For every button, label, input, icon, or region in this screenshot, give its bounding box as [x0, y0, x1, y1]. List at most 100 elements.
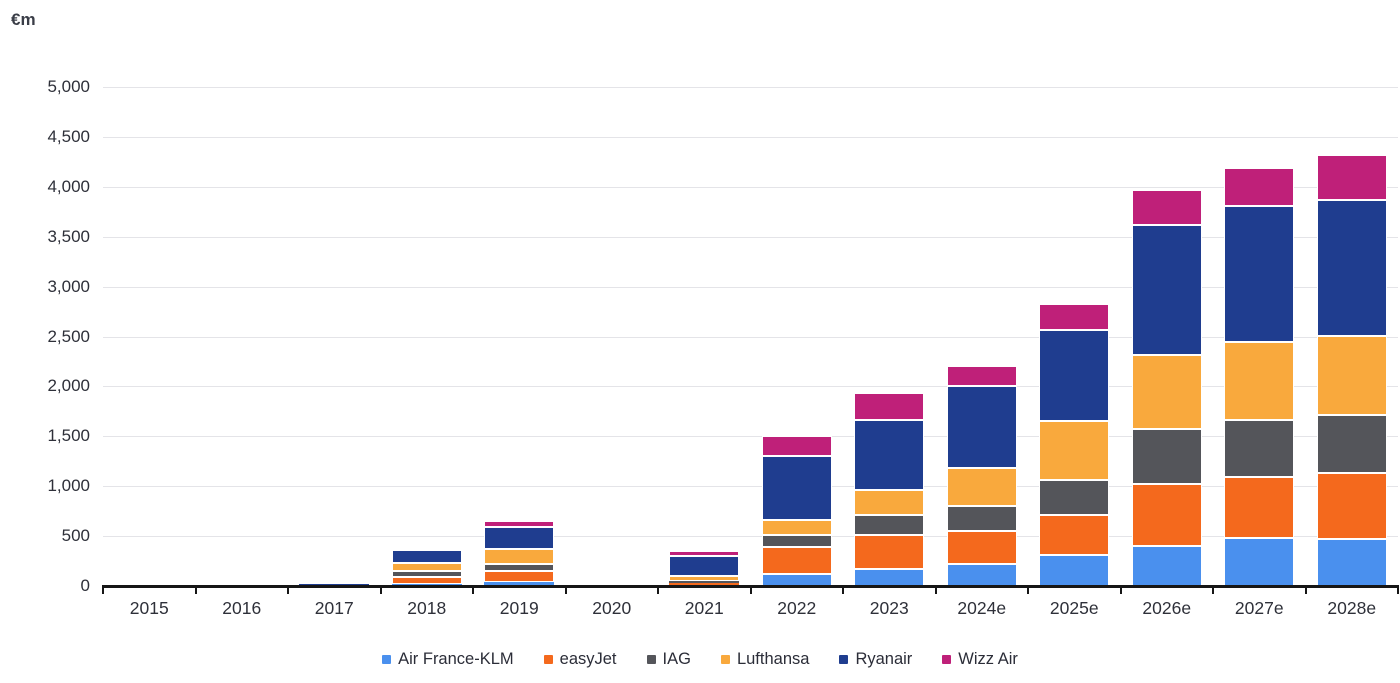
bar-segment-ryanair-2018	[391, 549, 462, 564]
bar-segment-ryanair-2026e	[1131, 225, 1202, 355]
bar-segment-wizz-air-2022	[761, 436, 832, 457]
y-axis-tick-label: 4,500	[47, 126, 90, 146]
x-axis-tick-mark	[472, 587, 474, 594]
legend-item-lufthansa: Lufthansa	[720, 650, 810, 669]
bar-segment-easyjet-2025e	[1039, 514, 1110, 556]
bar-segment-easyjet-2023	[854, 534, 925, 569]
y-axis-tick-label: 2,000	[47, 376, 90, 396]
bar-segment-wizz-air-2025e	[1039, 304, 1110, 331]
y-axis-tick-label: 5,000	[47, 77, 90, 96]
bar-segment-lufthansa-2022	[761, 520, 832, 536]
bar-segment-iag-2025e	[1039, 479, 1110, 515]
bar-segment-lufthansa-2027e	[1224, 342, 1295, 420]
bar-segment-easyjet-2028e	[1316, 472, 1387, 539]
bar-segment-air-france-klm-2024e	[946, 563, 1017, 586]
bar-segment-lufthansa-2028e	[1316, 336, 1387, 415]
bar-segment-iag-2028e	[1316, 414, 1387, 473]
bar-segment-iag-2024e	[946, 505, 1017, 531]
legend-label: Wizz Air	[958, 650, 1018, 668]
y-axis-tick-label: 500	[61, 526, 90, 546]
bar-segment-ryanair-2027e	[1224, 206, 1295, 342]
x-axis-tick-label-2021: 2021	[684, 598, 724, 618]
x-axis-tick-mark	[749, 587, 752, 594]
x-axis-tick-mark	[1304, 587, 1307, 594]
bar-segment-ryanair-2017	[299, 584, 370, 586]
x-axis-tick-mark	[934, 587, 937, 594]
legend-swatch-icon	[543, 655, 553, 664]
bar-segment-iag-2019	[484, 563, 555, 572]
bar-segment-lufthansa-2019	[484, 549, 555, 564]
x-axis-tick-label-2020: 2020	[592, 598, 632, 618]
legend-label: Lufthansa	[736, 650, 810, 668]
gridline	[103, 336, 1398, 338]
x-axis-tick-label-2022: 2022	[777, 598, 817, 618]
y-axis-tick-label: 1,000	[47, 476, 90, 496]
legend-swatch-icon	[382, 655, 392, 664]
gridline	[103, 436, 1398, 438]
bar-segment-wizz-air-2027e	[1224, 167, 1295, 207]
bar-segment-ryanair-2028e	[1316, 200, 1387, 337]
bar-segment-wizz-air-2023	[854, 393, 925, 420]
bar-segment-iag-2018	[391, 571, 462, 577]
bar-segment-easyjet-2021	[669, 582, 740, 585]
bar-segment-air-france-klm-2023	[854, 568, 925, 586]
bar-segment-ryanair-2022	[761, 456, 832, 521]
x-axis-tick-mark	[102, 587, 104, 594]
bar-segment-lufthansa-2024e	[946, 467, 1017, 506]
bar-segment-air-france-klm-2028e	[1316, 538, 1387, 586]
x-axis-tick-label-2026e: 2026e	[1142, 598, 1192, 618]
x-axis-tick-mark	[1397, 587, 1399, 594]
legend-item-wizz-air: Wizz Air	[942, 650, 1018, 669]
gridline	[103, 136, 1398, 138]
x-axis-tick-mark	[1119, 587, 1122, 594]
bar-segment-wizz-air-2026e	[1131, 190, 1202, 226]
gridline	[103, 486, 1398, 488]
y-axis-tick-label: 1,500	[47, 426, 90, 446]
y-axis-tick-label: 3,500	[47, 226, 90, 246]
legend-swatch-icon	[720, 655, 730, 664]
gridline	[103, 286, 1398, 288]
x-axis-tick-label-2016: 2016	[222, 598, 262, 618]
bar-segment-ryanair-2023	[854, 419, 925, 491]
gridline	[103, 386, 1398, 388]
bar-segment-air-france-klm-2027e	[1224, 537, 1295, 586]
legend-swatch-icon	[942, 655, 952, 664]
legend-swatch-icon	[646, 655, 656, 664]
x-axis-tick-mark	[657, 587, 659, 594]
bar-segment-iag-2027e	[1224, 419, 1295, 477]
bar-segment-lufthansa-2026e	[1131, 354, 1202, 429]
bar-segment-lufthansa-2021	[669, 575, 740, 582]
legend-swatch-icon	[839, 655, 849, 664]
legend-label: Air France-KLM	[398, 650, 514, 668]
legend-label: IAG	[662, 650, 691, 668]
x-axis-tick-label-2025e: 2025e	[1049, 598, 1099, 618]
bar-segment-ryanair-2021	[669, 555, 740, 576]
y-axis-unit-label: €m	[11, 10, 36, 29]
bar-segment-air-france-klm-2019	[484, 582, 555, 586]
bar-segment-iag-2021	[669, 581, 740, 583]
y-axis-tick-label: 3,000	[47, 276, 90, 296]
bar-segment-wizz-air-2021	[669, 551, 740, 556]
x-axis-tick-mark	[1212, 587, 1214, 594]
bar-segment-easyjet-2026e	[1131, 484, 1202, 546]
y-axis-tick-label: 0	[80, 576, 90, 595]
legend-item-air-france-klm: Air France-KLM	[382, 650, 514, 669]
bar-segment-iag-2022	[761, 535, 832, 547]
bar-segment-air-france-klm-2018	[391, 583, 462, 586]
bar-segment-lufthansa-2023	[854, 490, 925, 515]
bar-segment-ryanair-2019	[484, 526, 555, 550]
x-axis-tick-mark	[1027, 587, 1029, 594]
bar-segment-easyjet-2019	[484, 571, 555, 583]
bar-segment-iag-2023	[854, 514, 925, 535]
gridline	[103, 87, 1398, 88]
bar-segment-ryanair-2025e	[1039, 330, 1110, 421]
bar-segment-easyjet-2022	[761, 546, 832, 575]
x-axis-tick-label-2023: 2023	[869, 598, 909, 618]
x-axis-tick-label-2019: 2019	[499, 598, 539, 618]
x-axis-tick-label-2017: 2017	[314, 598, 354, 618]
y-axis-tick-label: 4,000	[47, 176, 90, 196]
bar-segment-ryanair-2024e	[946, 385, 1017, 468]
legend-item-ryanair: Ryanair	[839, 650, 912, 669]
x-axis-tick-label-2015: 2015	[129, 598, 169, 618]
